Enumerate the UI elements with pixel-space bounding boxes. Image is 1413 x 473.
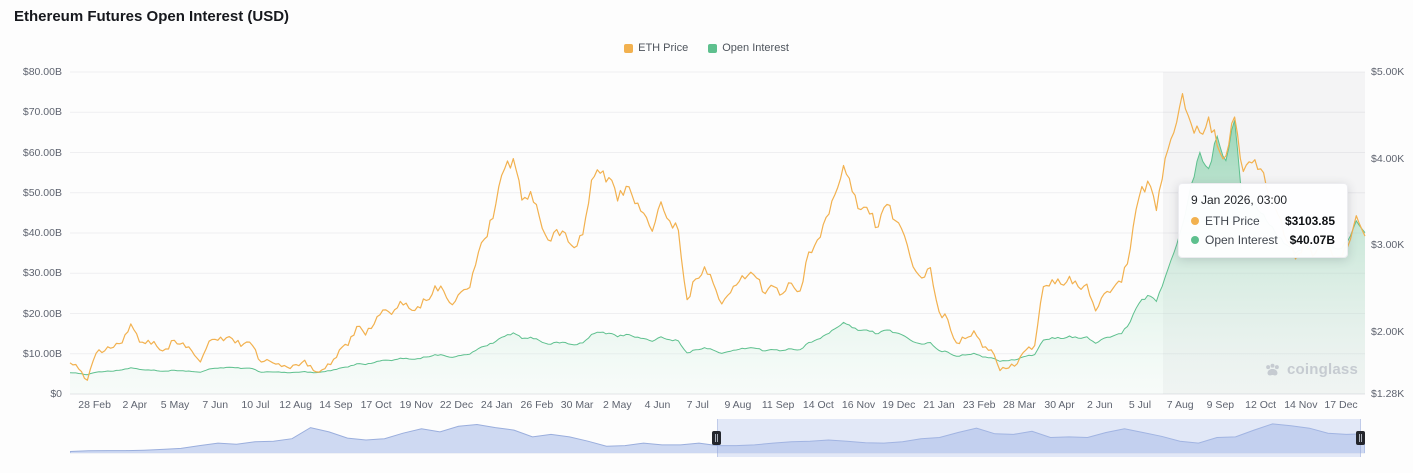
legend-item-open-interest[interactable]: Open Interest bbox=[708, 42, 789, 54]
series-dot-icon bbox=[1191, 236, 1199, 244]
range-navigator[interactable] bbox=[70, 419, 1366, 457]
legend-item-eth-price[interactable]: ETH Price bbox=[624, 42, 688, 54]
legend-swatch bbox=[708, 43, 718, 53]
tooltip-rows: ETH Price $3103.85 Open Interest $40.07B bbox=[1191, 214, 1335, 247]
coinglass-watermark: coinglass bbox=[1263, 360, 1358, 379]
tooltip-timestamp: 9 Jan 2026, 03:00 bbox=[1191, 193, 1288, 207]
navigator-left-handle[interactable] bbox=[712, 431, 722, 445]
tooltip-row-eth-price: ETH Price $3103.85 bbox=[1191, 214, 1335, 228]
series-dot-icon bbox=[1191, 217, 1199, 225]
navigator-right-handle[interactable] bbox=[1356, 431, 1366, 445]
navigator-chart bbox=[70, 423, 1365, 454]
legend: ETH Price Open Interest bbox=[0, 42, 1413, 54]
legend-label: ETH Price bbox=[638, 42, 689, 54]
coinglass-paw-icon bbox=[1266, 363, 1279, 376]
chart-tooltip: 9 Jan 2026, 03:00 ETH Price $3103.85 Open … bbox=[1178, 183, 1348, 258]
watermark-text: coinglass bbox=[1287, 361, 1358, 378]
navigator-selection[interactable] bbox=[716, 419, 1361, 457]
tooltip-series-label: Open Interest bbox=[1205, 233, 1278, 247]
tooltip-series-value: $3103.85 bbox=[1284, 214, 1335, 228]
legend-swatch bbox=[624, 43, 634, 53]
tooltip-series-value: $40.07B bbox=[1289, 233, 1335, 247]
tooltip-row-open-interest: Open Interest $40.07B bbox=[1191, 233, 1335, 247]
tooltip-series-label: ETH Price bbox=[1205, 214, 1260, 228]
page-title: Ethereum Futures Open Interest (USD) bbox=[14, 8, 290, 25]
legend-label: Open Interest bbox=[722, 42, 789, 54]
